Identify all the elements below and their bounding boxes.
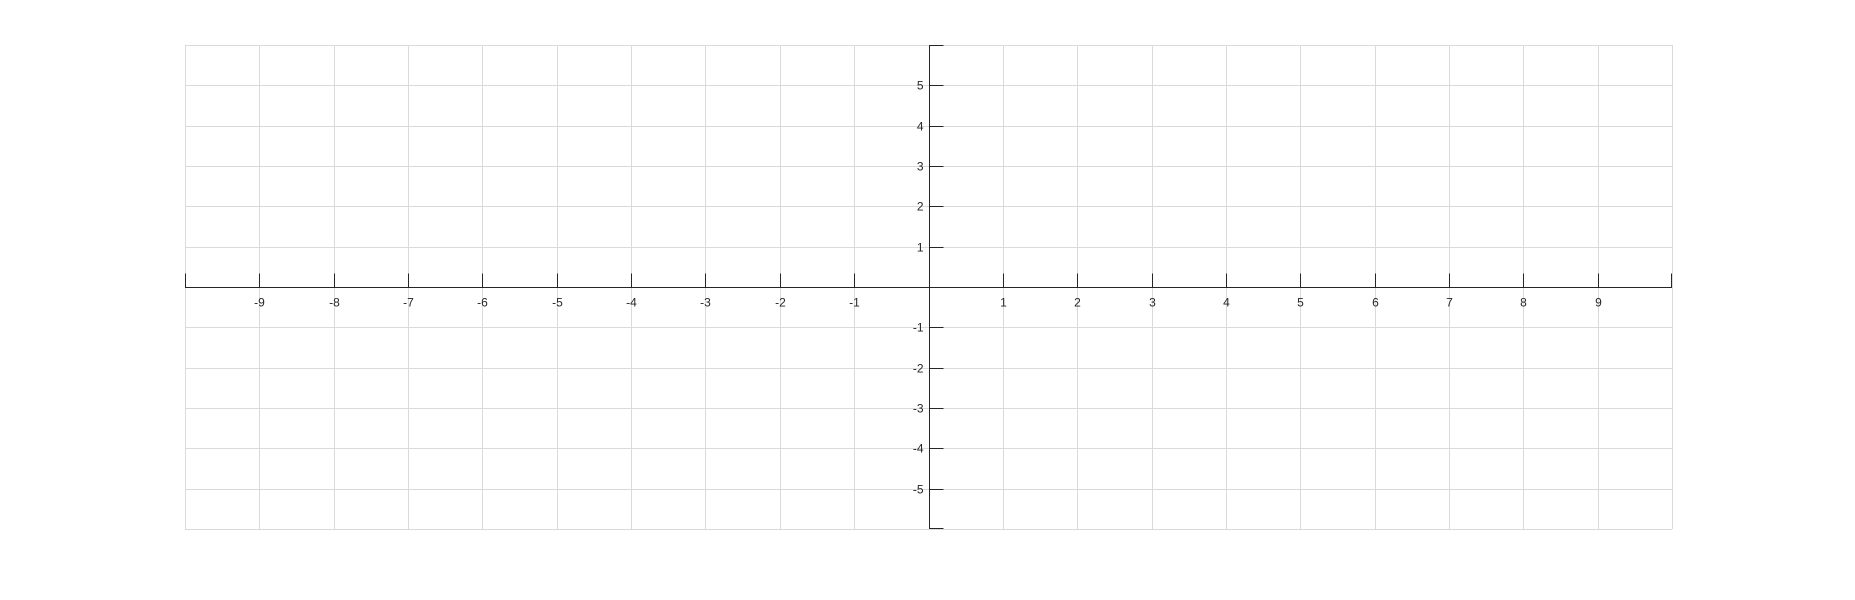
x-tick-label: 6 — [1372, 296, 1379, 310]
x-tick-label: 3 — [1149, 296, 1156, 310]
y-tick-label: -4 — [913, 442, 924, 456]
x-tick-label: 7 — [1446, 296, 1453, 310]
y-tick-label: 2 — [917, 200, 924, 214]
x-tick-label: -4 — [626, 296, 637, 310]
x-tick-label: 8 — [1520, 296, 1527, 310]
x-tick-label: 2 — [1074, 296, 1081, 310]
x-tick-label: -5 — [552, 296, 563, 310]
x-tick-label: -8 — [329, 296, 340, 310]
x-tick-label: -7 — [403, 296, 414, 310]
x-tick-label: 1 — [1000, 296, 1007, 310]
x-tick-label: -2 — [775, 296, 786, 310]
x-tick-label: -9 — [254, 296, 265, 310]
y-tick-label: 1 — [917, 241, 924, 255]
y-tick-label: -1 — [913, 321, 924, 335]
x-tick-label: 4 — [1223, 296, 1230, 310]
x-tick-label: -3 — [700, 296, 711, 310]
x-tick-label: -6 — [477, 296, 488, 310]
x-tick-label: 9 — [1595, 296, 1602, 310]
x-tick-label: -1 — [849, 296, 860, 310]
y-tick-label: 5 — [917, 79, 924, 93]
y-tick-label: 3 — [917, 160, 924, 174]
y-tick-label: -2 — [913, 362, 924, 376]
y-tick-label: -5 — [913, 483, 924, 497]
y-tick-label: 4 — [917, 120, 924, 134]
x-tick-label: 5 — [1297, 296, 1304, 310]
y-tick-label: -3 — [913, 402, 924, 416]
